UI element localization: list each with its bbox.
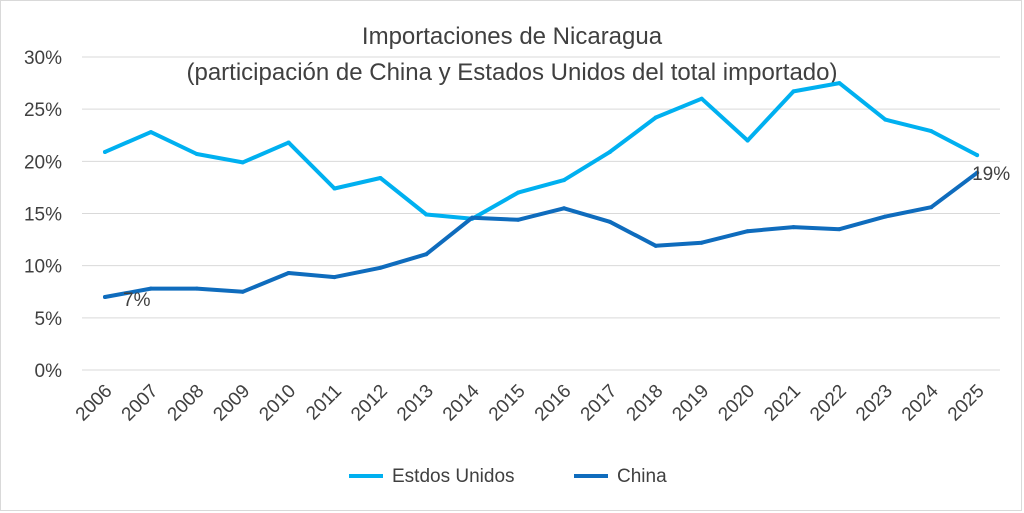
data-point [653, 243, 658, 248]
legend-label-series-0: Estdos Unidos [392, 466, 515, 487]
x-tick-label: 2011 [302, 381, 346, 425]
data-point [837, 81, 842, 86]
x-tick-label: 2008 [164, 381, 209, 426]
data-point [791, 89, 796, 94]
data-point [975, 153, 980, 158]
data-point [103, 294, 107, 299]
x-tick-label: 2016 [531, 381, 576, 426]
data-point [562, 206, 566, 211]
data-point [837, 227, 842, 232]
data-point [194, 286, 199, 291]
data-label: 7% [123, 290, 151, 311]
data-point [378, 176, 383, 181]
legend-label-series-1: China [617, 466, 667, 487]
data-point [516, 217, 521, 222]
data-point [194, 152, 199, 157]
x-tick-label: 2006 [72, 381, 117, 426]
y-axis-ticks: 0% 5% 10% 15% 20% 25% 30% [24, 48, 62, 382]
data-point [562, 178, 566, 183]
x-tick-label: 2013 [393, 381, 438, 426]
data-point [791, 225, 796, 230]
data-point [240, 289, 245, 294]
x-tick-label: 2018 [623, 381, 668, 426]
x-tick-label: 2020 [714, 381, 759, 426]
data-point [286, 270, 291, 275]
data-point [424, 212, 429, 217]
data-point [929, 129, 934, 134]
x-axis-ticks: 2006 2007 2008 2009 2010 2011 2012 2013 2014 2015… [72, 380, 989, 425]
data-label: 19% [972, 164, 1010, 185]
data-point [699, 240, 704, 245]
data-point [745, 138, 750, 143]
y-tick-label: 25% [24, 100, 62, 121]
data-point [745, 229, 750, 234]
x-tick-label: 2023 [852, 381, 897, 426]
data-point [332, 275, 337, 280]
data-point [607, 219, 612, 224]
x-tick-label: 2010 [255, 381, 300, 426]
y-tick-label: 10% [24, 257, 62, 278]
data-point [883, 117, 888, 122]
series-line-1 [103, 170, 980, 299]
data-point [286, 140, 291, 145]
x-tick-label: 2024 [898, 380, 943, 425]
x-tick-label: 2014 [439, 380, 484, 425]
data-point [240, 160, 245, 165]
x-tick-label: 2017 [577, 381, 622, 426]
data-point [332, 186, 337, 191]
x-tick-label: 2012 [347, 381, 392, 426]
data-point [103, 149, 107, 154]
x-tick-label: 2015 [485, 381, 530, 426]
x-tick-label: 2025 [944, 381, 989, 426]
data-point [424, 252, 429, 257]
data-point [378, 265, 383, 270]
data-point [470, 215, 475, 220]
chart-subtitle: (participación de China y Estados Unidos… [186, 59, 837, 86]
y-tick-label: 0% [35, 361, 63, 382]
series-line-0 [103, 81, 980, 221]
data-point [516, 190, 521, 195]
data-point [883, 214, 888, 219]
legend: Estdos Unidos China [349, 466, 667, 487]
data-point [975, 170, 980, 175]
y-tick-label: 15% [24, 205, 62, 226]
x-tick-label: 2019 [668, 381, 713, 426]
x-tick-label: 2022 [806, 381, 851, 426]
y-tick-label: 5% [35, 309, 63, 330]
data-point [148, 130, 153, 135]
y-tick-label: 30% [24, 48, 62, 69]
data-point [148, 286, 153, 291]
data-labels: 7% 19% [123, 164, 1010, 311]
x-tick-label: 2021 [760, 381, 805, 426]
x-tick-label: 2007 [118, 381, 163, 426]
x-tick-label: 2009 [209, 381, 254, 426]
data-point [607, 149, 612, 154]
data-point [653, 115, 658, 120]
chart-title: Importaciones de Nicaragua [362, 23, 663, 50]
y-tick-label: 20% [24, 152, 62, 173]
data-point [929, 205, 934, 210]
data-point [699, 96, 704, 101]
series-lines [103, 81, 980, 299]
